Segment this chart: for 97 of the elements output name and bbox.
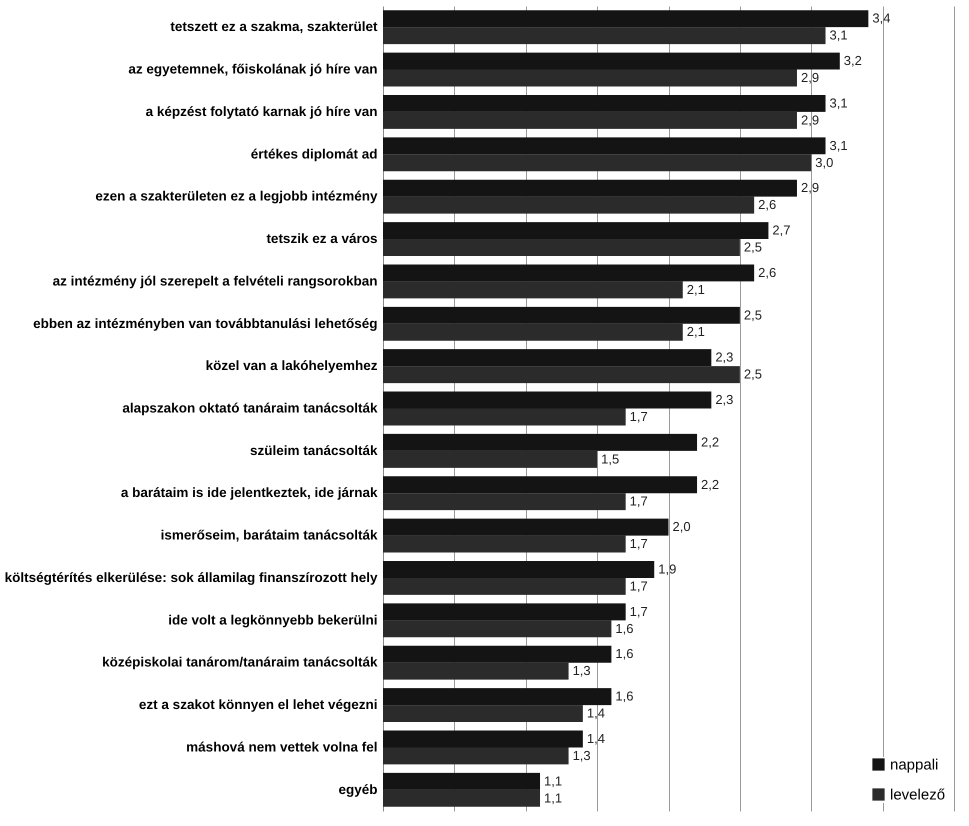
y-tick-label: ebben az intézményben van továbbtanulási lehetőség (33, 316, 378, 331)
bar (383, 408, 626, 426)
bar (383, 790, 540, 807)
y-tick-label: máshová nem vettek volna fel (186, 739, 378, 754)
bar (383, 662, 569, 680)
bar (383, 450, 598, 468)
bar (383, 620, 612, 638)
data-label: 1,9 (658, 562, 676, 576)
legend-label: nappali (890, 756, 938, 774)
bar (383, 561, 654, 578)
y-tick-label: tetszik ez a város (266, 231, 378, 246)
bar (383, 52, 840, 70)
bar (383, 392, 712, 408)
data-label: 1,6 (615, 646, 634, 662)
y-tick-label: középiskolai tanárom/tanáraim tanácsolták (102, 654, 378, 670)
data-label: 1,7 (630, 494, 648, 509)
bar (383, 747, 569, 764)
y-tick-label: közel van a lakóhelyemhez (206, 358, 378, 374)
data-label: 2,9 (800, 112, 820, 128)
bar (383, 730, 583, 748)
bar (383, 70, 797, 86)
data-label: 1,5 (601, 451, 620, 466)
data-label: 1,7 (630, 604, 648, 619)
bar (383, 366, 740, 384)
y-tick-label: ezt a szakot könnyen el lehet végezni (138, 697, 378, 712)
data-label: 2,6 (758, 197, 776, 212)
y-tick-label: ide volt a legkönnyebb bekerülni (168, 612, 378, 628)
bar (383, 646, 612, 663)
bar (383, 180, 797, 197)
bar (383, 27, 826, 44)
y-tick-label: egyéb (338, 782, 378, 797)
bar (383, 476, 698, 494)
bar (383, 705, 583, 722)
bar (383, 324, 683, 341)
data-label: 3,1 (830, 138, 848, 153)
data-label: 2,9 (800, 180, 820, 196)
y-tick-label: értékes diplomát ad (250, 146, 378, 162)
y-tick-label: a barátaim is ide jelentkeztek, ide járnak (120, 485, 378, 500)
data-label: 2,5 (744, 240, 762, 254)
bar (383, 536, 626, 553)
bar (383, 264, 754, 282)
data-label: 1,7 (630, 408, 648, 424)
data-label: 3,4 (872, 10, 890, 26)
y-tick-label: ismerőseim, barátaim tanácsolták (160, 528, 378, 543)
y-tick-label: ezen a szakterületen ez a legjobb intézmény (95, 188, 378, 204)
y-tick-label: a képzést folytató karnak jó híre van (146, 104, 378, 119)
bar (383, 518, 668, 536)
bar (383, 10, 868, 28)
data-label: 2,3 (715, 392, 734, 408)
bar (383, 112, 797, 129)
data-label: 1,1 (544, 790, 562, 806)
data-label: 2,0 (672, 519, 691, 534)
data-label: 1,3 (572, 663, 591, 678)
y-tick-label: tetszett ez a szakma, szakterület (170, 19, 378, 34)
data-label: 2,2 (701, 476, 720, 492)
bar (383, 196, 754, 214)
bar (383, 493, 626, 510)
bar (383, 239, 740, 256)
data-label: 2,9 (800, 70, 820, 86)
data-label: 1,7 (630, 578, 648, 594)
data-label: 1,4 (586, 706, 605, 721)
bar (383, 137, 826, 154)
bar (383, 578, 626, 595)
y-tick-label: költségtérítés elkerülése: sok államilag finanszírozott hely (4, 570, 378, 585)
bar (383, 306, 740, 324)
bar (383, 772, 540, 790)
bar (383, 434, 698, 451)
bar (383, 688, 612, 706)
data-label: 3,1 (830, 28, 848, 43)
data-label: 1,6 (615, 688, 634, 704)
data-label: 2,1 (686, 282, 705, 297)
bar (383, 281, 683, 298)
bar (383, 603, 626, 620)
data-label: 1,7 (630, 536, 648, 552)
y-tick-label: az egyetemnek, főiskolának jó híre van (128, 62, 378, 77)
data-label: 3,0 (815, 154, 834, 170)
data-label: 1,4 (586, 730, 605, 746)
data-label: 2,5 (744, 307, 762, 322)
legend-label: levelező (890, 786, 946, 804)
data-label: 3,2 (844, 53, 862, 68)
data-label: 2,3 (715, 350, 734, 365)
bar (383, 154, 812, 172)
data-label: 1,3 (572, 748, 591, 763)
data-label: 1,6 (615, 620, 634, 636)
data-label: 1,1 (544, 773, 562, 788)
data-label: 2,5 (744, 366, 762, 382)
bar (383, 222, 768, 240)
data-label: 3,1 (830, 95, 848, 110)
data-label: 2,6 (758, 264, 776, 280)
data-label: 2,7 (772, 222, 791, 238)
data-label: 2,1 (686, 324, 705, 340)
y-tick-label: szüleim tanácsolták (250, 442, 378, 458)
y-tick-label: alapszakon oktató tanáraim tanácsolták (122, 400, 378, 416)
y-tick-label: az intézmény jól szerepelt a felvételi rangsorokban (52, 273, 378, 288)
bar (383, 94, 826, 112)
data-label: 2,2 (701, 434, 720, 450)
bar (383, 349, 712, 366)
